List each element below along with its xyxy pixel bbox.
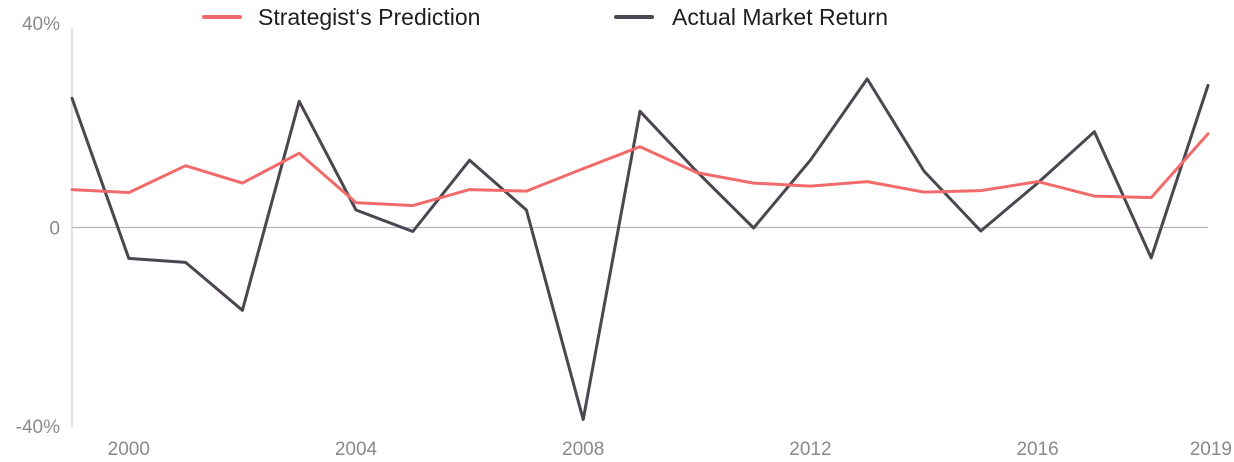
- x-tick-label: 2016: [1016, 439, 1058, 460]
- series-layer: [70, 77, 1210, 421]
- axes: -40% 0 40% 2000 2004 2008 2012 2016 2019: [16, 14, 1232, 460]
- legend: Strategist‘s Prediction Actual Market Re…: [202, 4, 888, 30]
- x-tick-label: 2019: [1190, 439, 1232, 460]
- legend-label-prediction: Strategist‘s Prediction: [258, 4, 480, 30]
- y-tick-label: 40%: [22, 14, 60, 35]
- x-tick-label: 2000: [108, 439, 150, 460]
- x-tick-label: 2008: [562, 439, 604, 460]
- series-line-prediction: [70, 132, 1210, 208]
- legend-item-actual: Actual Market Return: [614, 4, 888, 30]
- y-tick-label: 0: [49, 219, 60, 240]
- x-tick-label: 2012: [789, 439, 831, 460]
- legend-item-prediction: Strategist‘s Prediction: [202, 4, 480, 30]
- series-line-actual: [70, 77, 1210, 421]
- y-tick-label: -40%: [16, 417, 60, 438]
- legend-label-actual: Actual Market Return: [672, 4, 888, 30]
- x-tick-label: 2004: [335, 439, 378, 460]
